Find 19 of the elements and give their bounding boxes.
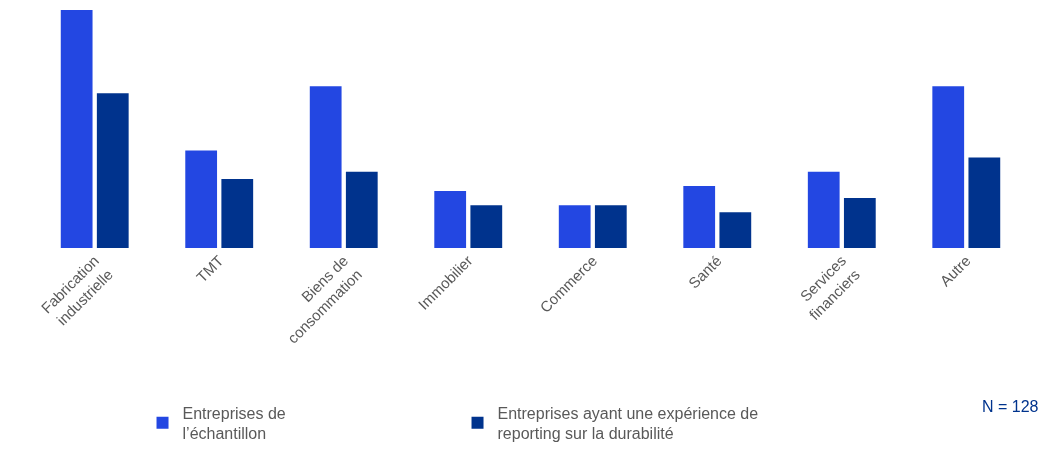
bar bbox=[96, 93, 129, 248]
bar bbox=[932, 86, 965, 248]
bar bbox=[843, 198, 876, 248]
legend-label: Entreprises de l’échantillon bbox=[182, 404, 286, 443]
bar bbox=[558, 205, 591, 248]
bar bbox=[434, 190, 467, 248]
bar bbox=[594, 205, 627, 248]
text: N = 128 bbox=[982, 398, 1039, 415]
bar bbox=[683, 186, 716, 248]
bar bbox=[719, 212, 752, 248]
bar bbox=[185, 150, 218, 248]
bar bbox=[60, 10, 93, 248]
bar bbox=[221, 178, 254, 248]
bar bbox=[470, 205, 503, 248]
bar bbox=[345, 171, 378, 248]
legend-label: Entreprises ayant une expérience de reporting sur la durabilité bbox=[497, 404, 759, 443]
bar bbox=[968, 157, 1001, 248]
bar bbox=[807, 171, 840, 248]
bar bbox=[309, 86, 342, 248]
